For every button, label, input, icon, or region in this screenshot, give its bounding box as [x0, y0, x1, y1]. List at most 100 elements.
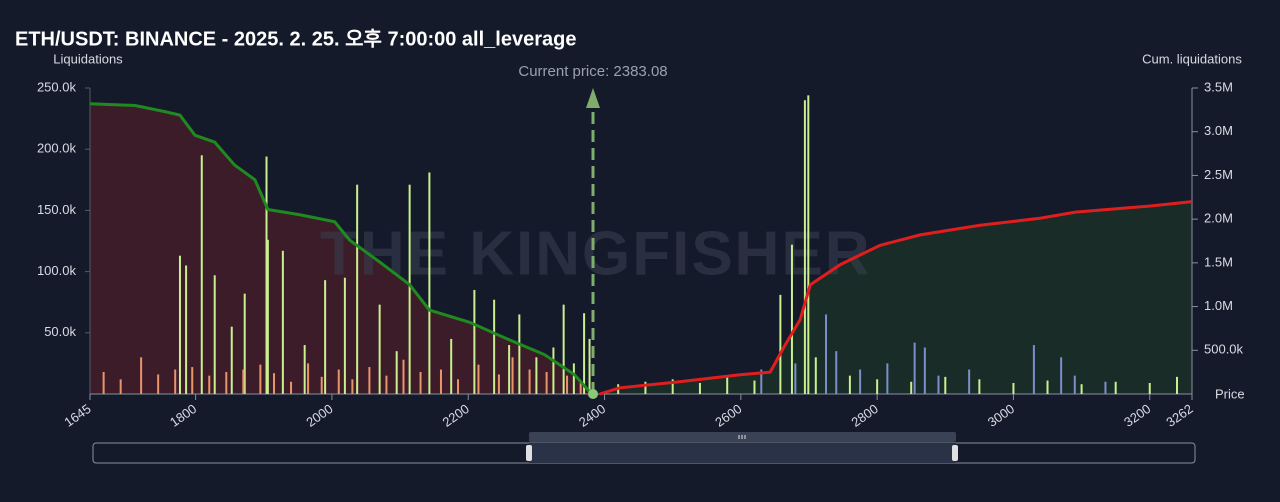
x-tick-label: 3262: [1163, 401, 1195, 430]
bar: [185, 265, 188, 394]
bar: [200, 155, 203, 394]
y2-tick-label: 2.5M: [1204, 167, 1233, 182]
y-tick-label: 50.0k: [44, 324, 76, 339]
current-price-label: Current price: 2383.08: [518, 63, 667, 80]
bar: [572, 363, 575, 394]
bar: [835, 351, 838, 394]
x-tick-label: 2200: [440, 401, 472, 430]
bar: [213, 275, 216, 394]
bar: [290, 381, 293, 394]
bar: [419, 371, 422, 394]
bar: [944, 376, 947, 394]
bar: [320, 376, 323, 394]
bar: [1032, 345, 1035, 394]
navigator-handle-right[interactable]: [952, 445, 958, 461]
bar: [848, 375, 851, 394]
x-tick-label: 3200: [1121, 401, 1153, 430]
bar: [913, 342, 916, 394]
x-tick-label: 3000: [985, 401, 1017, 430]
bar: [1046, 380, 1049, 394]
bar: [191, 367, 194, 394]
x-axis-label: Price: [1215, 386, 1245, 401]
y2-tick-label: 3.5M: [1204, 79, 1233, 94]
bar: [910, 381, 913, 394]
bar: [508, 345, 511, 394]
bar: [324, 280, 327, 394]
bar: [273, 373, 276, 394]
bar: [588, 338, 591, 394]
bar: [1104, 381, 1107, 394]
bar: [174, 369, 177, 394]
bar: [259, 364, 262, 394]
bar: [579, 381, 582, 394]
watermark: THE KINGFISHER: [320, 219, 872, 288]
bar: [1080, 384, 1083, 394]
bar: [119, 379, 122, 394]
bar: [493, 299, 496, 394]
bar: [1148, 382, 1151, 394]
bar: [671, 379, 674, 394]
bar: [790, 244, 793, 394]
y-tick-label: 250.0k: [37, 79, 77, 94]
bar: [356, 184, 359, 394]
bar: [923, 347, 926, 394]
bar: [351, 379, 354, 394]
bar: [157, 374, 160, 394]
bar: [562, 304, 565, 394]
navigator-window[interactable]: [529, 443, 956, 463]
bar: [473, 289, 476, 394]
bar: [552, 347, 555, 394]
bar: [281, 250, 284, 394]
y2-tick-label: 3.0M: [1204, 123, 1233, 138]
x-tick-label: 2400: [576, 401, 608, 430]
bar: [518, 314, 521, 394]
bar: [511, 357, 514, 394]
bar: [1114, 381, 1117, 394]
bar: [753, 380, 756, 394]
bar: [243, 293, 246, 394]
bar: [886, 363, 889, 394]
bar: [814, 357, 817, 394]
bar: [178, 255, 181, 394]
bar: [337, 369, 340, 394]
x-tick-label: 2600: [712, 401, 744, 430]
bar: [477, 364, 480, 394]
bar: [450, 338, 453, 394]
bar: [698, 382, 701, 394]
bar: [876, 379, 879, 394]
bar: [497, 374, 500, 394]
navigator: [92, 432, 1196, 464]
current-price-dot: [588, 389, 599, 399]
bar: [968, 369, 971, 394]
cum-line: [89, 102, 593, 395]
bar: [102, 371, 105, 394]
bar: [225, 371, 228, 394]
bar: [807, 95, 810, 395]
bar: [402, 359, 405, 394]
navigator-grip: [738, 435, 746, 439]
y-tick-label: 200.0k: [37, 141, 77, 156]
bar: [760, 369, 763, 394]
bar: [583, 313, 586, 394]
x-tick-label: 2000: [303, 401, 335, 430]
bar: [378, 304, 381, 394]
bar: [825, 314, 828, 394]
cum-line: [599, 200, 1193, 396]
bar: [230, 326, 233, 394]
current-price-arrow: [586, 88, 601, 108]
navigator-handle-left[interactable]: [526, 445, 532, 461]
x-tick-label: 1645: [61, 401, 93, 430]
y2-tick-label: 1.5M: [1204, 254, 1233, 269]
bar: [644, 381, 647, 394]
bar: [1060, 357, 1063, 394]
y2-tick-label: 2.0M: [1204, 211, 1233, 226]
bar: [307, 363, 310, 394]
bar: [266, 239, 269, 394]
bar: [978, 379, 981, 394]
x-tick-label: 2800: [849, 401, 881, 430]
y-tick-label: 150.0k: [37, 202, 77, 217]
bar: [395, 351, 398, 394]
x-tick-label: 1800: [167, 401, 199, 430]
bar: [1176, 376, 1179, 394]
